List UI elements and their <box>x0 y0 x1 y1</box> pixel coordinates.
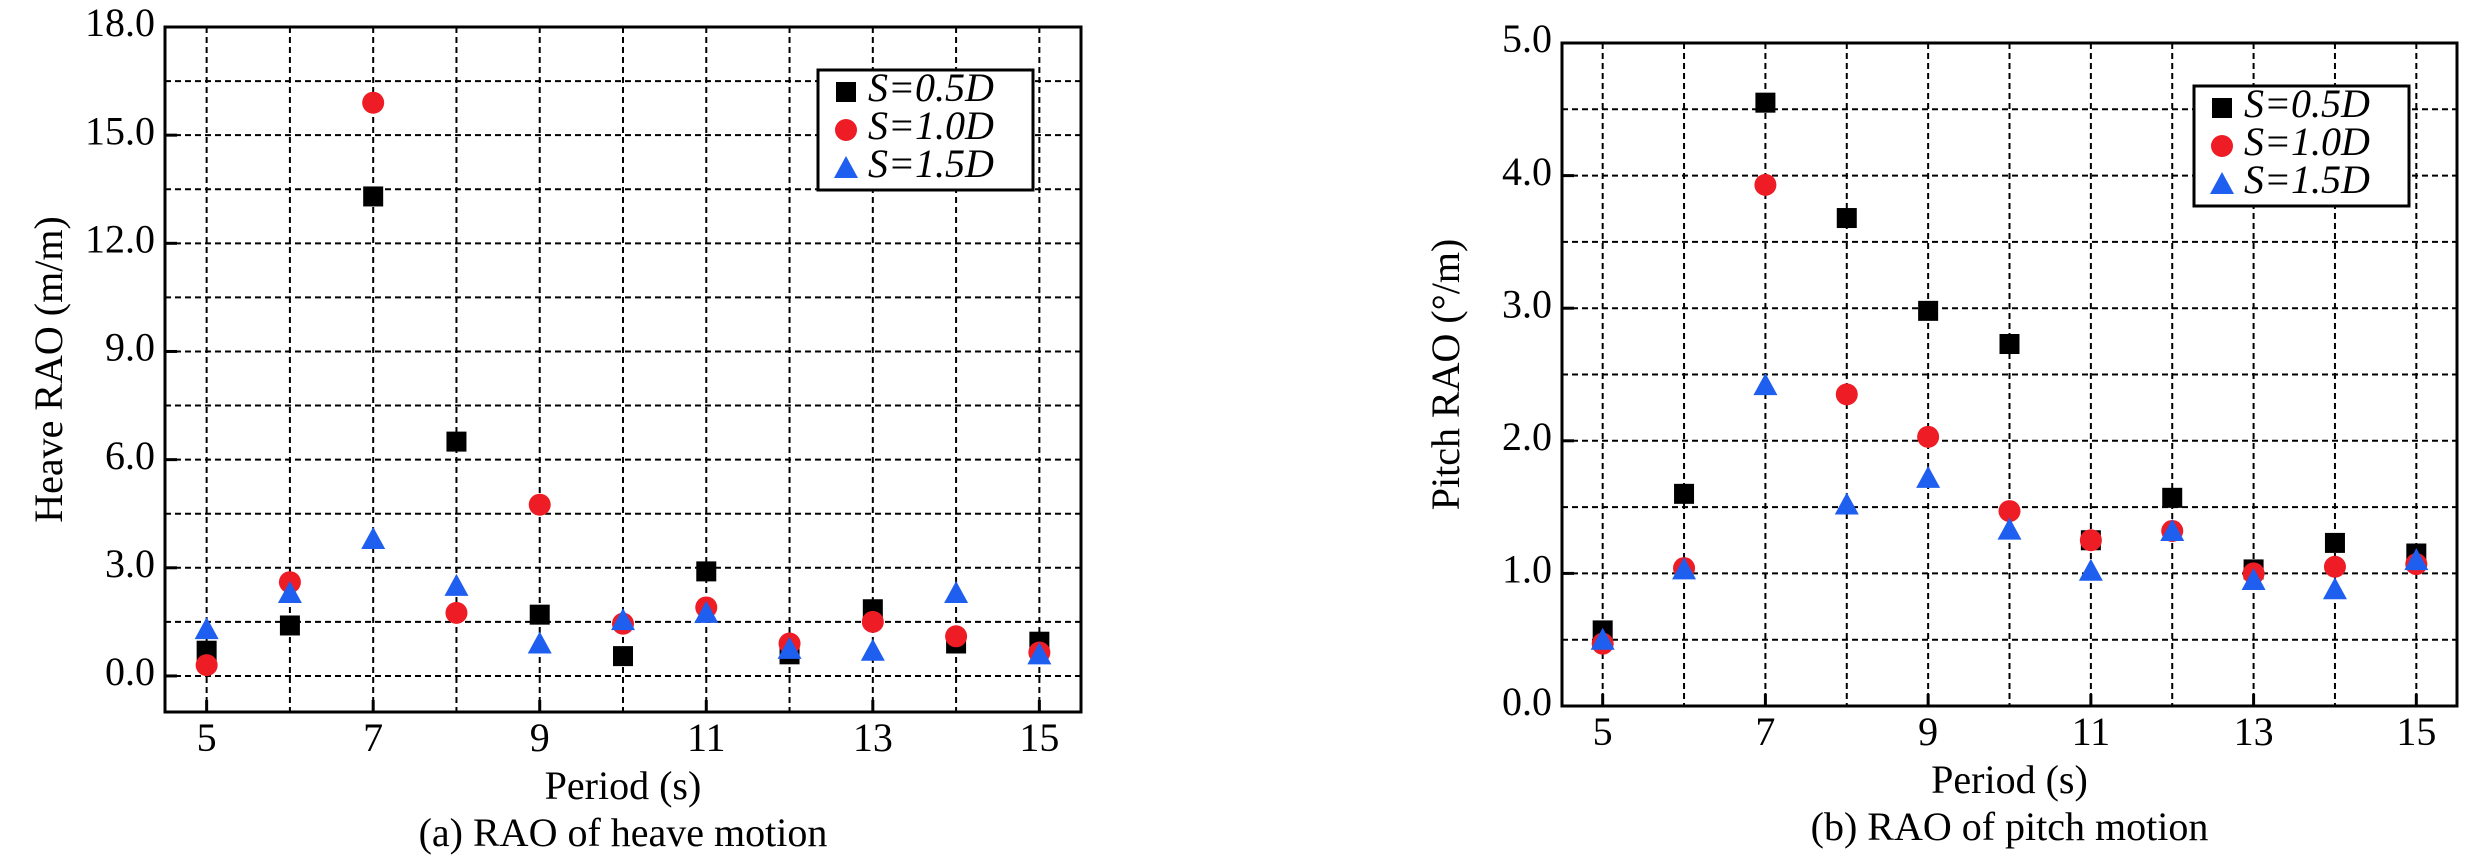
marker-square <box>836 82 856 102</box>
y-axis-label: Pitch RAO (°/m) <box>1423 239 1468 511</box>
marker-triangle <box>2078 558 2103 581</box>
marker-circle <box>2211 135 2233 157</box>
y-tick-label: 5.0 <box>1502 16 1552 61</box>
legend-label: S=1.5D <box>2244 157 2370 202</box>
y-tick-label: 6.0 <box>105 433 155 478</box>
x-tick-label: 5 <box>1593 709 1613 754</box>
x-tick-label: 13 <box>2234 709 2274 754</box>
marker-square <box>446 431 467 452</box>
x-tick-label: 11 <box>2072 709 2111 754</box>
x-tick-label: 7 <box>1755 709 1775 754</box>
marker-circle <box>1917 425 1940 448</box>
y-tick-label: 9.0 <box>105 325 155 370</box>
marker-square <box>1755 92 1776 113</box>
y-tick-label: 3.0 <box>105 541 155 586</box>
legend-label: S=0.5D <box>868 65 994 110</box>
marker-triangle <box>2241 568 2266 591</box>
marker-triangle <box>1590 627 1615 650</box>
marker-circle <box>1835 383 1858 406</box>
marker-square <box>1674 483 1695 504</box>
marker-triangle <box>1672 557 1697 580</box>
marker-square <box>279 615 300 636</box>
marker-square <box>529 604 550 625</box>
chart-caption: (a) RAO of heave motion <box>419 810 828 855</box>
y-tick-label: 0.0 <box>105 649 155 694</box>
marker-triangle <box>444 573 469 596</box>
marker-triangle <box>611 608 635 631</box>
marker-square <box>2212 98 2232 118</box>
legend-label: S=1.5D <box>868 141 994 186</box>
legend-label: S=0.5D <box>2244 81 2370 126</box>
y-tick-label: 3.0 <box>1502 281 1552 326</box>
marker-circle <box>1754 173 1777 196</box>
x-tick-label: 11 <box>687 715 726 760</box>
legend-label: S=1.0D <box>2244 119 2370 164</box>
marker-triangle <box>834 156 858 178</box>
x-tick-label: 9 <box>530 715 550 760</box>
marker-circle <box>2079 529 2102 552</box>
plot-frame <box>163 25 1083 714</box>
y-tick-label: 15.0 <box>85 108 155 153</box>
marker-circle <box>861 610 884 633</box>
marker-square <box>1918 300 1939 321</box>
marker-circle <box>1998 500 2021 523</box>
y-tick-label: 4.0 <box>1502 149 1552 194</box>
marker-square <box>696 561 717 582</box>
plot-frame <box>1560 41 2459 708</box>
x-tick-label: 9 <box>1918 709 1938 754</box>
y-tick-label: 0.0 <box>1502 679 1552 724</box>
marker-square <box>2324 532 2345 553</box>
marker-triangle <box>2160 518 2185 541</box>
x-tick-label: 13 <box>853 715 893 760</box>
y-axis-label: Heave RAO (m/m) <box>26 216 71 523</box>
marker-triangle <box>777 636 802 659</box>
marker-triangle <box>1027 642 1052 665</box>
marker-square <box>1836 208 1857 229</box>
y-tick-label: 2.0 <box>1502 414 1552 459</box>
y-tick-label: 1.0 <box>1502 547 1552 592</box>
y-tick-label: 18.0 <box>85 0 155 45</box>
marker-circle <box>528 493 551 516</box>
x-tick-label: 7 <box>363 715 383 760</box>
chart-caption: (b) RAO of pitch motion <box>1811 804 2209 849</box>
marker-triangle <box>2210 172 2234 194</box>
marker-triangle <box>694 600 719 623</box>
marker-triangle <box>860 638 885 661</box>
marker-circle <box>362 91 385 114</box>
marker-circle <box>195 654 218 677</box>
y-tick-label: 12.0 <box>85 216 155 261</box>
marker-triangle <box>361 526 386 549</box>
marker-triangle <box>944 581 969 604</box>
marker-triangle <box>1753 373 1778 396</box>
marker-triangle <box>277 581 302 604</box>
x-axis-label: Period (s) <box>1931 757 2088 802</box>
marker-triangle <box>2322 577 2347 600</box>
marker-circle <box>835 119 857 141</box>
marker-triangle <box>1916 465 1941 488</box>
marker-triangle <box>1997 517 2022 540</box>
marker-square <box>1999 334 2020 355</box>
marker-circle <box>2323 555 2346 578</box>
x-axis-label: Period (s) <box>545 763 702 808</box>
marker-circle <box>945 625 968 648</box>
legend-label: S=1.0D <box>868 103 994 148</box>
marker-square <box>613 646 633 667</box>
marker-triangle <box>527 631 552 654</box>
x-tick-label: 15 <box>2396 709 2436 754</box>
x-tick-label: 5 <box>197 715 217 760</box>
marker-circle <box>445 601 468 624</box>
x-tick-label: 15 <box>1019 715 1059 760</box>
marker-triangle <box>2404 548 2429 571</box>
marker-square <box>363 186 384 207</box>
marker-triangle <box>194 617 219 640</box>
marker-square <box>2162 487 2183 508</box>
marker-triangle <box>1834 492 1859 515</box>
